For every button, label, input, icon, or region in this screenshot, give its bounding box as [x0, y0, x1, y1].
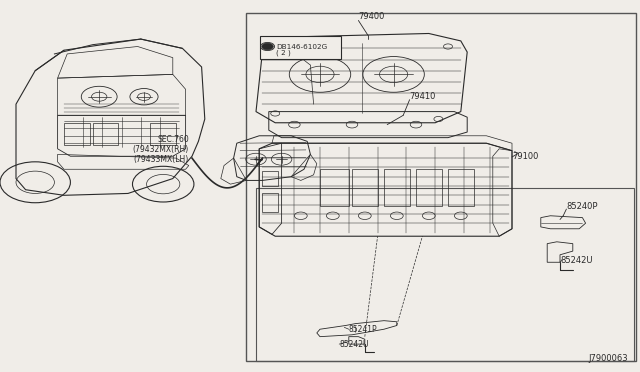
Bar — [93, 123, 118, 145]
Bar — [64, 123, 90, 145]
Bar — [262, 193, 278, 212]
Bar — [320, 169, 349, 206]
Text: J7900063: J7900063 — [589, 354, 628, 363]
Bar — [352, 169, 378, 206]
Text: ( 2 ): ( 2 ) — [276, 49, 291, 56]
Bar — [262, 171, 278, 186]
Text: 85240P: 85240P — [566, 202, 598, 211]
Bar — [384, 169, 410, 206]
Text: DB146-6102G: DB146-6102G — [276, 44, 328, 49]
Bar — [246, 13, 636, 361]
Bar — [150, 123, 176, 145]
FancyBboxPatch shape — [260, 36, 341, 59]
Text: 79100: 79100 — [512, 152, 538, 161]
Text: 85242U: 85242U — [560, 256, 593, 265]
Text: SEC.760
(79432MX(RH)
(79433MX(LH): SEC.760 (79432MX(RH) (79433MX(LH) — [132, 135, 189, 164]
Text: 79400: 79400 — [358, 12, 385, 21]
Text: 85242U: 85242U — [339, 340, 369, 349]
Bar — [448, 169, 474, 206]
Text: 85241P: 85241P — [349, 325, 378, 334]
Text: 79410: 79410 — [410, 92, 436, 101]
Bar — [416, 169, 442, 206]
Bar — [256, 188, 634, 361]
Circle shape — [262, 43, 273, 50]
